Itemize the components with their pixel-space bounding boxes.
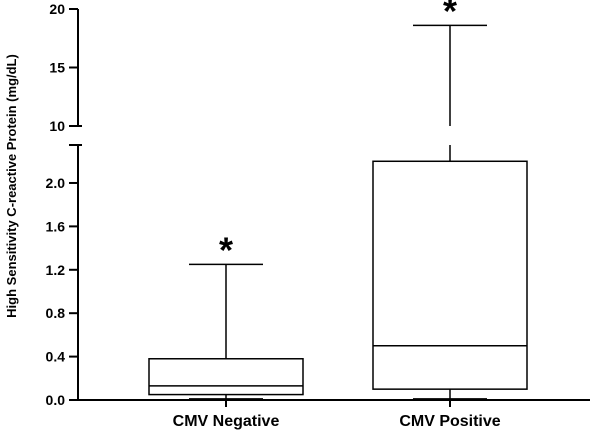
- y-tick-label: 0.0: [46, 392, 66, 408]
- y-tick-label: 15: [49, 60, 65, 76]
- significance-star: *: [443, 0, 457, 31]
- y-axis: 0.0 0.4 0.8 1.2 1.6 2.0 10 15 20: [46, 1, 82, 408]
- x-tick-label: CMV Positive: [399, 413, 500, 430]
- y-tick-label: 2.0: [46, 175, 66, 191]
- box-iqr: [372, 160, 528, 390]
- y-tick-label: 20: [49, 1, 65, 17]
- box-cmv-negative: *: [148, 229, 304, 400]
- x-axis: CMV Negative CMV Positive: [78, 399, 590, 430]
- y-axis-title: High Sensitivity C-reactive Protein (mg/…: [4, 54, 19, 318]
- boxes: **: [148, 0, 528, 400]
- box-iqr: [148, 358, 304, 396]
- y-tick-label: 0.8: [46, 305, 66, 321]
- y-tick-label: 10: [49, 118, 65, 134]
- x-tick-label: CMV Negative: [173, 413, 280, 430]
- box-cmv-positive: *: [372, 0, 528, 400]
- y-tick-label: 0.4: [46, 349, 66, 365]
- y-tick-label: 1.6: [46, 218, 66, 234]
- significance-star: *: [219, 229, 233, 270]
- y-tick-label: 1.2: [46, 262, 66, 278]
